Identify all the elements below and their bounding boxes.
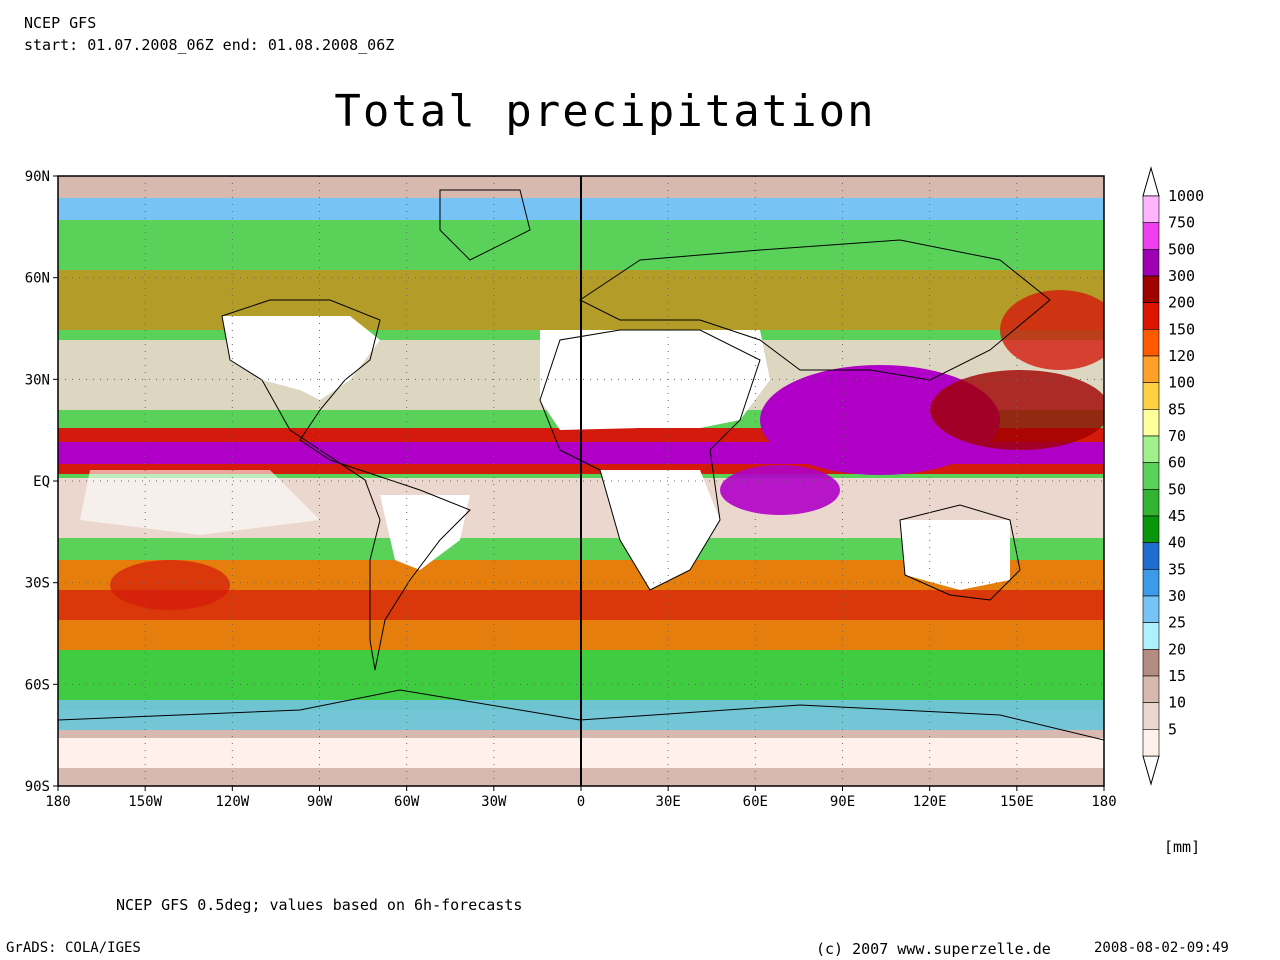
legend-level-label: 120 xyxy=(1168,347,1195,365)
legend-level-label: 70 xyxy=(1168,427,1186,445)
legend-level-label: 100 xyxy=(1168,374,1195,392)
south-pacific-heavy xyxy=(110,560,230,610)
lon-label: 120W xyxy=(215,794,249,810)
legend-swatch xyxy=(1142,275,1160,303)
lat-label: EQ xyxy=(33,474,50,490)
lon-label: 0 xyxy=(577,794,585,810)
legend-swatch xyxy=(1142,675,1160,703)
legend-swatch xyxy=(1142,409,1160,437)
legend-level-label: 15 xyxy=(1168,667,1186,685)
australia-dry xyxy=(900,520,1010,590)
legend-swatch xyxy=(1142,382,1160,410)
legend-level-label: 200 xyxy=(1168,294,1195,312)
data-note: NCEP GFS 0.5deg; values based on 6h-fore… xyxy=(116,896,523,914)
sahara-arabia-dry xyxy=(540,330,770,430)
legend-level-label: 1000 xyxy=(1168,187,1204,205)
lon-label: 150E xyxy=(1000,794,1034,810)
color-legend: 1000 750 500 300 200 150 120 100 85 70 60 50 45 40 35 3… xyxy=(1142,166,1204,786)
south-america-dry xyxy=(380,495,470,570)
legend-swatch xyxy=(1142,222,1160,250)
legend-level-label: 25 xyxy=(1168,614,1186,632)
legend-level-label: 20 xyxy=(1168,640,1186,658)
australia-coastline xyxy=(899,504,1021,601)
legend-level-label: 300 xyxy=(1168,267,1195,285)
lat-label: 90N xyxy=(25,169,50,185)
legend-level-label: 30 xyxy=(1168,587,1186,605)
map-title: Total precipitation xyxy=(334,86,876,137)
southeast-pacific-dry xyxy=(80,470,320,535)
lat-label: 60N xyxy=(25,271,50,287)
legend-swatch xyxy=(1142,355,1160,383)
forecast-period: start: 01.07.2008_06Z end: 01.08.2008_06… xyxy=(24,36,395,54)
lon-label: 150W xyxy=(128,794,162,810)
eurasia-coastline xyxy=(579,239,1051,381)
lon-label: 90E xyxy=(830,794,855,810)
lat-label: 30N xyxy=(25,372,50,388)
legend-swatch xyxy=(1142,649,1160,677)
legend-swatch xyxy=(1142,702,1160,730)
model-name: NCEP GFS xyxy=(24,14,97,32)
legend-level-label: 40 xyxy=(1168,534,1186,552)
legend-swatch xyxy=(1142,435,1160,463)
copyright: (c) 2007 www.superzelle.de xyxy=(816,940,1051,958)
legend-swatch xyxy=(1142,569,1160,597)
legend-swatch xyxy=(1142,622,1160,650)
africa-coastline xyxy=(539,329,761,591)
lon-label: 60E xyxy=(743,794,768,810)
legend-min-arrow xyxy=(1142,755,1160,786)
lon-label: 30W xyxy=(481,794,507,810)
lat-label: 30S xyxy=(25,576,50,592)
legend-max-arrow xyxy=(1142,166,1160,197)
legend-swatch xyxy=(1142,542,1160,570)
legend-swatch xyxy=(1142,595,1160,623)
lat-label: 90S xyxy=(25,779,50,795)
legend-swatch xyxy=(1142,249,1160,277)
lon-label: 180 xyxy=(1091,794,1116,810)
legend-level-label: 150 xyxy=(1168,320,1195,338)
lon-label: 60W xyxy=(394,794,420,810)
lon-label: 120E xyxy=(913,794,947,810)
legend-level-label: 45 xyxy=(1168,507,1186,525)
indian-ocean-heavy xyxy=(720,465,840,515)
west-pacific-heavy xyxy=(930,370,1104,450)
unit-label: [mm] xyxy=(1164,838,1201,856)
lon-label: 30E xyxy=(656,794,681,810)
legend-level-label: 500 xyxy=(1168,240,1195,258)
legend-level-label: 60 xyxy=(1168,454,1186,472)
legend-swatch xyxy=(1142,302,1160,330)
legend-swatch xyxy=(1142,195,1160,223)
legend-swatch xyxy=(1142,489,1160,517)
timestamp: 2008-08-02-09:49 xyxy=(1094,940,1229,956)
legend-level-label: 35 xyxy=(1168,560,1186,578)
lon-label: 90W xyxy=(307,794,333,810)
legend-swatch xyxy=(1142,729,1160,757)
legend-swatch xyxy=(1142,462,1160,490)
north-pacific-west xyxy=(1000,290,1104,370)
legend-level-label: 5 xyxy=(1168,720,1177,738)
legend-swatch xyxy=(1142,515,1160,543)
longitude-labels: 180 150W 120W 90W 60W 30W 0 30E 60E 90E 120E 150E 18… xyxy=(45,786,1117,810)
lat-label: 60S xyxy=(25,677,50,693)
legend-level-label: 85 xyxy=(1168,400,1186,418)
latitude-labels: 90N 60N 30N EQ 30S 60S 90S xyxy=(25,169,58,795)
legend-level-label: 750 xyxy=(1168,214,1195,232)
legend-swatch xyxy=(1142,329,1160,357)
legend-level-label: 10 xyxy=(1168,694,1186,712)
precipitation-field xyxy=(58,176,1104,786)
greenland-coastline xyxy=(439,189,531,261)
southern-africa-dry xyxy=(600,470,720,590)
grads-credit: GrADS: COLA/IGES xyxy=(6,940,141,956)
legend-level-label: 50 xyxy=(1168,480,1186,498)
lon-label: 180 xyxy=(45,794,70,810)
